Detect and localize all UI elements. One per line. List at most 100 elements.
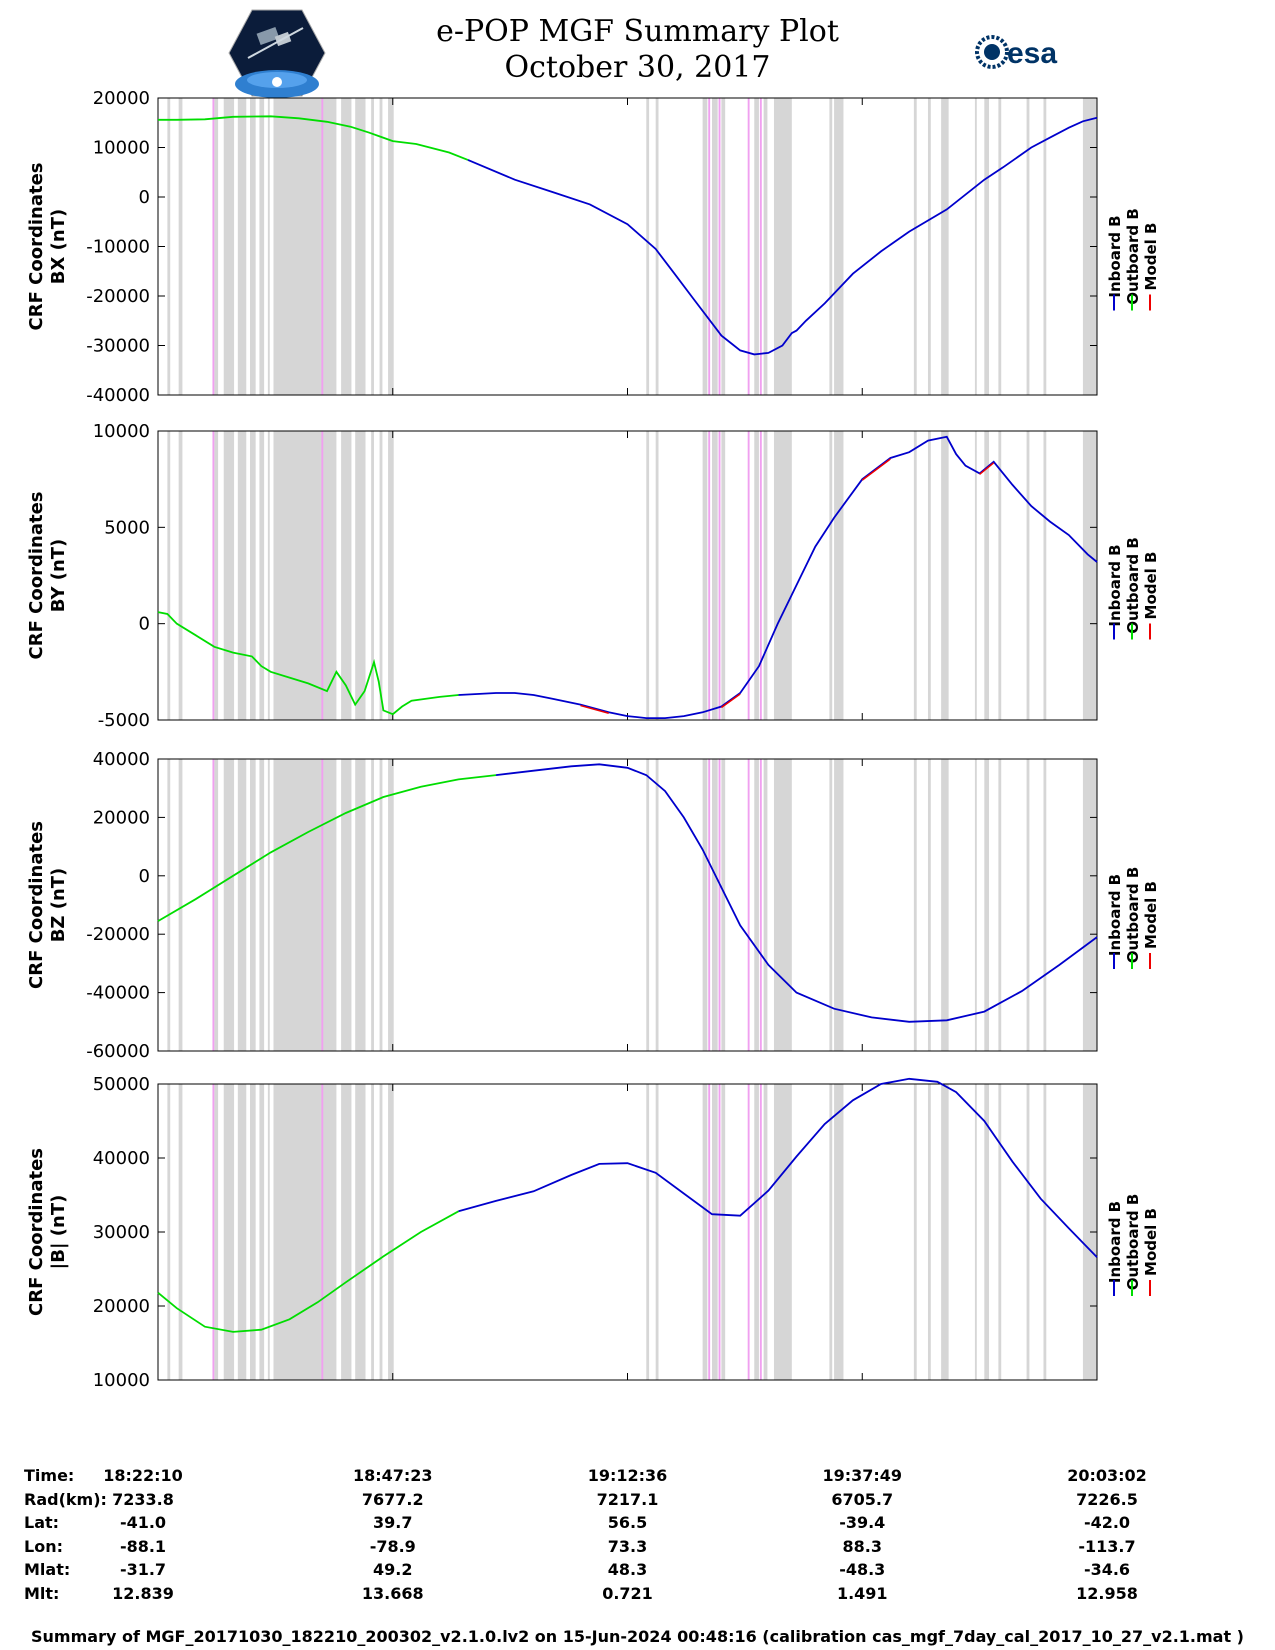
flag-band xyxy=(321,1084,324,1380)
data-gap-band xyxy=(1026,759,1030,1051)
data-gap-band xyxy=(998,1084,1002,1380)
y-axis-label: CRF CoordinatesBY (nT) xyxy=(26,492,69,660)
data-gap-band xyxy=(379,1084,383,1380)
series-outboard-b xyxy=(158,115,469,161)
page-title: e-POP MGF Summary Plot October 30, 2017 xyxy=(0,14,1275,86)
data-gap-band xyxy=(1043,98,1047,395)
data-gap-band xyxy=(178,431,183,720)
y-tick-label: -40000 xyxy=(86,983,150,1004)
info-cell: 39.7 xyxy=(373,1513,413,1533)
data-gap-band xyxy=(984,98,990,395)
info-cell: -88.1 xyxy=(119,1536,167,1556)
flag-band xyxy=(212,1084,215,1380)
data-gap-band xyxy=(250,1084,256,1380)
data-gap-band xyxy=(984,431,990,720)
data-gap-band xyxy=(371,1084,374,1380)
esa-logo: esa xyxy=(975,35,1057,70)
flag-band xyxy=(759,1084,762,1380)
info-row-label: Mlat: xyxy=(24,1560,71,1580)
info-cell: -31.7 xyxy=(119,1560,167,1580)
y-axis-label: CRF Coordinates|B| (nT) xyxy=(26,1148,69,1316)
data-gap-band xyxy=(646,431,650,720)
data-gap-band xyxy=(974,431,977,720)
data-gap-band xyxy=(214,1084,219,1380)
info-cell: 7677.2 xyxy=(361,1489,424,1509)
series-inboard-b xyxy=(458,435,1098,719)
data-gap-band xyxy=(754,759,759,1051)
info-cell: 6705.7 xyxy=(831,1489,894,1509)
data-gap-band xyxy=(834,759,844,1051)
data-gap-band xyxy=(974,1084,977,1380)
data-gap-band xyxy=(941,759,949,1051)
data-gap-band xyxy=(371,98,374,395)
data-gap-band xyxy=(646,1084,650,1380)
flag-band xyxy=(321,431,324,720)
data-gap-band xyxy=(237,1084,247,1380)
y-tick-label: -20000 xyxy=(86,286,150,307)
info-cell: 12.839 xyxy=(112,1584,174,1603)
data-gap-band xyxy=(355,431,366,720)
flag-band xyxy=(747,759,750,1051)
data-gap-band xyxy=(754,431,759,720)
info-cell: 56.5 xyxy=(607,1513,648,1533)
flag-band xyxy=(759,759,762,1051)
data-gap-band xyxy=(371,759,374,1051)
title-line-2: October 30, 2017 xyxy=(504,50,771,85)
y-axis-label-line2: |B| (nT) xyxy=(48,1195,69,1270)
info-cell: -78.9 xyxy=(369,1536,416,1556)
flag-band xyxy=(708,1084,711,1380)
data-gap-band xyxy=(941,431,949,720)
flag-band xyxy=(718,759,721,1051)
data-gap-band xyxy=(1082,431,1097,720)
y-axis-label-line2: BZ (nT) xyxy=(48,868,69,943)
data-gap-band xyxy=(984,759,990,1051)
data-gap-band xyxy=(341,431,352,720)
data-gap-band xyxy=(259,431,265,720)
data-gap-band xyxy=(763,759,768,1051)
data-gap-band xyxy=(655,98,659,395)
data-gap-band xyxy=(341,1084,352,1380)
orbit-info-table: Time: 18:22:10 18:47:23 19:12:36 19:37:49 20:… xyxy=(0,1466,1275,1616)
legend-entry: Outboard B xyxy=(1124,208,1142,305)
data-gap-band xyxy=(773,1084,792,1380)
info-cell: 73.3 xyxy=(607,1536,648,1556)
data-gap-band xyxy=(355,759,366,1051)
data-gap-band xyxy=(763,1084,768,1380)
info-cell: -41.0 xyxy=(119,1513,167,1533)
y-tick-label: 10000 xyxy=(93,138,150,159)
y-tick-label: 10000 xyxy=(93,1370,150,1391)
data-gap-band xyxy=(754,1084,759,1380)
data-gap-band xyxy=(646,759,650,1051)
data-gap-band xyxy=(927,1084,931,1380)
data-gap-band xyxy=(214,431,219,720)
flag-band xyxy=(212,431,215,720)
info-row: Rad(km): 7233.8 7677.2 7217.1 6705.7 7226.5 xyxy=(0,1490,1275,1514)
data-gap-band xyxy=(763,431,768,720)
data-gap-band xyxy=(941,1084,949,1380)
legend-entry: Inboard B xyxy=(1106,215,1124,297)
title-line-1: e-POP MGF Summary Plot xyxy=(436,14,839,49)
data-gap-band xyxy=(167,431,171,720)
data-gap-band xyxy=(1043,759,1047,1051)
data-gap-band xyxy=(1082,98,1097,395)
info-row-label: Lon: xyxy=(24,1536,63,1556)
y-axis-label-line1: CRF Coordinates xyxy=(26,163,47,331)
data-gap-band xyxy=(913,759,917,1051)
info-cell: 7226.5 xyxy=(1076,1489,1138,1509)
info-cell: 1.491 xyxy=(836,1584,888,1603)
data-gap-band xyxy=(998,759,1002,1051)
info-cell: 88.3 xyxy=(842,1536,882,1556)
y-tick-label: 50000 xyxy=(93,1074,150,1095)
data-gap-band xyxy=(829,431,833,720)
data-gap-band xyxy=(721,1084,726,1380)
data-gap-band xyxy=(1043,431,1047,720)
data-gap-band xyxy=(267,98,270,395)
data-gap-band xyxy=(712,431,718,720)
info-cell: -39.4 xyxy=(839,1513,886,1533)
data-gap-band xyxy=(721,431,726,720)
flag-band xyxy=(759,431,762,720)
data-gap-band xyxy=(167,98,171,395)
data-gap-band xyxy=(829,1084,833,1380)
legend-entry: Model B xyxy=(1142,552,1160,620)
data-gap-band xyxy=(773,431,792,720)
